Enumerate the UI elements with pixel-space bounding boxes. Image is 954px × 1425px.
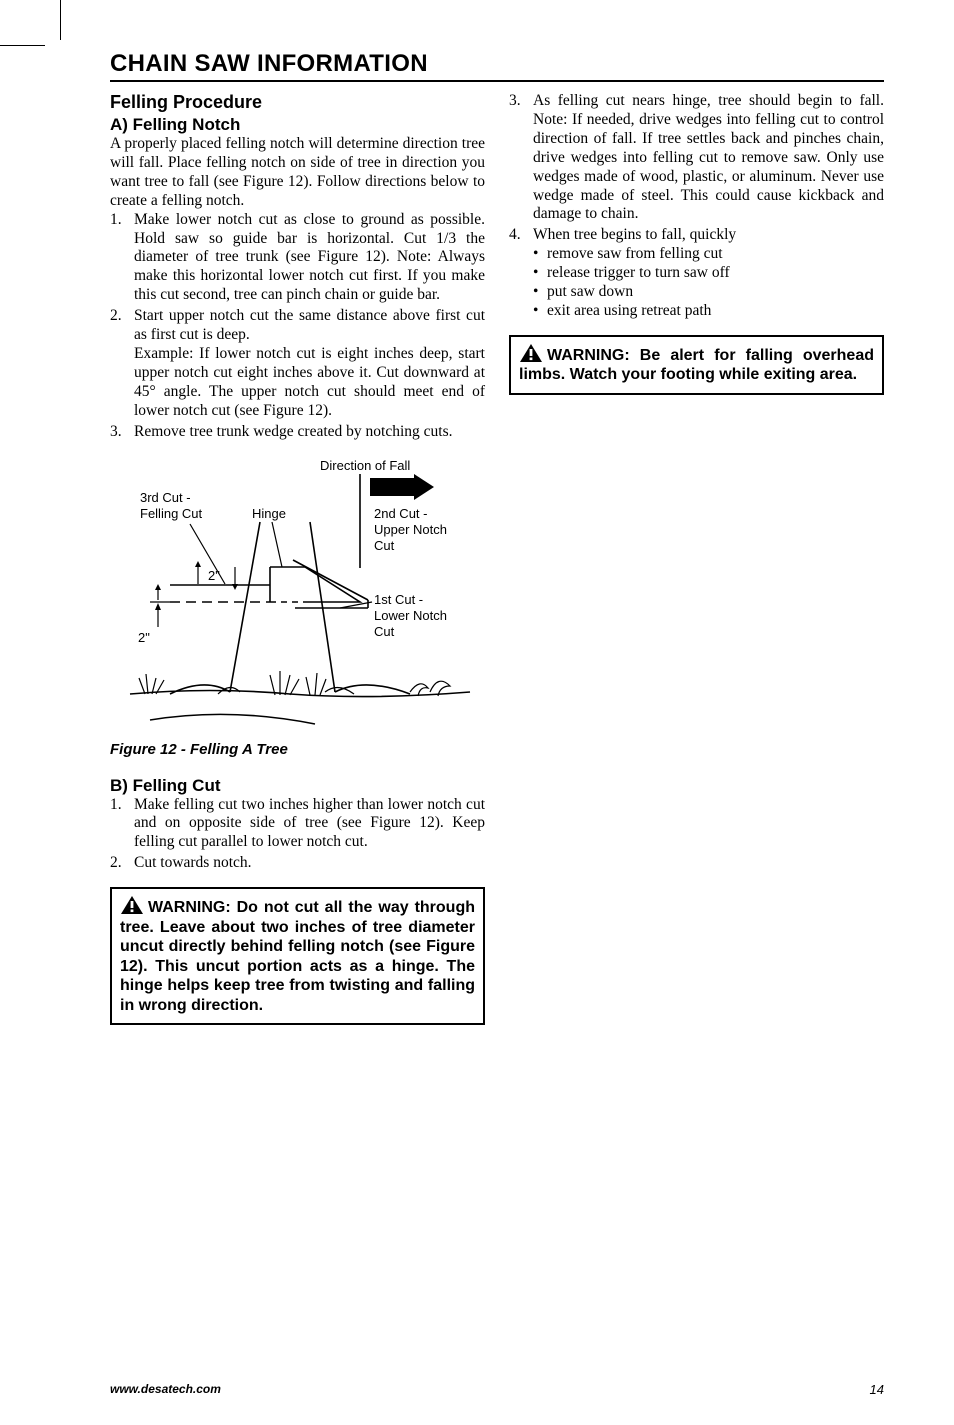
- page-title: CHAIN SAW INFORMATION: [110, 50, 884, 82]
- step-b2: Cut towards notch.: [110, 854, 485, 873]
- step-a2-example: Example: If lower notch cut is eight inc…: [134, 345, 485, 421]
- footer-page: 14: [870, 1382, 884, 1397]
- warning-icon: [120, 895, 144, 915]
- cropmark-vertical: [60, 0, 61, 40]
- label-2nd-3: Cut: [374, 538, 395, 553]
- step-a2: Start upper notch cut the same distance …: [110, 307, 485, 420]
- warning-box-left: WARNING: Do not cut all the way through …: [110, 887, 485, 1025]
- label-3rd: 3rd Cut -: [140, 490, 191, 505]
- intro-paragraph: A properly placed felling notch will det…: [110, 135, 485, 211]
- felling-procedure-heading: Felling Procedure: [110, 92, 485, 113]
- label-hinge: Hinge: [252, 506, 286, 521]
- footer: www.desatech.com 14: [110, 1382, 884, 1397]
- felling-diagram: Direction of Fall 3rd Cut - Felling Cut …: [110, 452, 485, 737]
- bullet-4: exit area using retreat path: [533, 302, 884, 321]
- bullet-1: remove saw from felling cut: [533, 245, 884, 264]
- step-r4-text: When tree begins to fall, quickly: [533, 226, 736, 243]
- cropmark-horizontal: [0, 45, 45, 46]
- warning-box-right: WARNING: Be alert for falling over­head …: [509, 335, 884, 395]
- label-1st: 1st Cut -: [374, 592, 423, 607]
- left-column: Felling Procedure A) Felling Notch A pro…: [110, 88, 485, 1025]
- bullet-2: release trigger to turn saw off: [533, 264, 884, 283]
- step-a1: Make lower notch cut as close to ground …: [110, 211, 485, 306]
- label-2nd-2: Upper Notch: [374, 522, 447, 537]
- figure-caption: Figure 12 - Felling A Tree: [110, 741, 485, 758]
- footer-url: www.desatech.com: [110, 1382, 221, 1397]
- step-b1: Make felling cut two inches higher than …: [110, 796, 485, 853]
- step-a3: Remove tree trunk wedge created by notch…: [110, 423, 485, 442]
- warning-icon: [519, 343, 543, 363]
- warning-left-text: WARNING: Do not cut all the way through …: [120, 899, 475, 1014]
- label-2in-b: 2": [138, 630, 150, 645]
- right-column: As felling cut nears hinge, tree should …: [509, 88, 884, 1025]
- label-3rd-2: Felling Cut: [140, 506, 203, 521]
- label-1st-3: Cut: [374, 624, 395, 639]
- steps-a: Make lower notch cut as close to ground …: [110, 211, 485, 442]
- label-2nd: 2nd Cut -: [374, 506, 427, 521]
- step-r3: As felling cut nears hinge, tree should …: [509, 92, 884, 224]
- warning-right-text: WARNING: Be alert for falling over­head …: [519, 347, 874, 384]
- label-2in-a: 2": [208, 568, 220, 583]
- label-1st-2: Lower Notch: [374, 608, 447, 623]
- label-direction: Direction of Fall: [320, 458, 410, 473]
- felling-notch-heading: A) Felling Notch: [110, 115, 485, 135]
- bullet-3: put saw down: [533, 283, 884, 302]
- step-a2-text: Start upper notch cut the same distance …: [134, 307, 485, 343]
- steps-b: Make felling cut two inches higher than …: [110, 796, 485, 874]
- step-r4: When tree begins to fall, quickly remove…: [509, 226, 884, 321]
- felling-cut-heading: B) Felling Cut: [110, 776, 485, 796]
- steps-right: As felling cut nears hinge, tree should …: [509, 92, 884, 321]
